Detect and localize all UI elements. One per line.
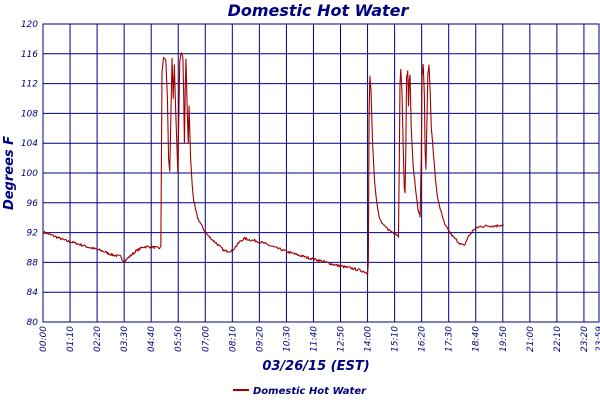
x-tick-label: 12:50	[337, 326, 347, 352]
legend-label: Domestic Hot Water	[253, 386, 367, 397]
y-tick-label: 88	[27, 258, 39, 268]
y-tick-label: 80	[27, 318, 39, 328]
x-tick-label: 03:30	[120, 326, 130, 352]
x-tick-label: 16:20	[418, 326, 428, 352]
x-tick-label: 02:20	[93, 326, 103, 352]
x-tick-label: 00:00	[39, 326, 49, 352]
x-tick-label: 15:10	[391, 326, 401, 352]
y-tick-label: 96	[27, 199, 39, 209]
x-tick-label: 01:10	[66, 326, 76, 352]
x-tick-label: 23:20	[580, 326, 590, 352]
x-axis-label: 03/26/15 (EST)	[262, 359, 369, 374]
y-tick-label: 112	[21, 80, 38, 90]
x-tick-label: 21:00	[526, 326, 536, 352]
x-tick-label: 08:10	[228, 326, 238, 352]
x-tick-label: 23:59	[595, 326, 600, 352]
y-tick-label: 104	[21, 139, 38, 149]
x-tick-label: 11:40	[309, 326, 319, 352]
legend: Domestic Hot Water	[233, 386, 367, 397]
y-tick-label: 100	[21, 169, 38, 179]
x-tick-label: 04:40	[147, 326, 157, 352]
x-tick-label: 05:50	[174, 326, 184, 352]
x-tick-label: 18:40	[472, 326, 482, 352]
x-tick-label: 10:30	[282, 326, 292, 352]
y-tick-label: 92	[27, 229, 39, 239]
chart-title: Domestic Hot Water	[228, 1, 410, 20]
y-tick-label: 116	[21, 50, 38, 60]
x-tick-labels: 00:00 01:10 02:20 03:30 04:40 05:50 07:00 08:10…	[39, 326, 600, 352]
series-line-0	[42, 52, 504, 276]
y-axis-label: Degrees F	[2, 136, 17, 210]
x-tick-label: 09:20	[255, 326, 265, 352]
y-tick-label: 120	[21, 20, 38, 30]
series-layer	[42, 52, 504, 276]
x-tick-label: 14:00	[364, 326, 374, 352]
y-tick-label: 108	[21, 109, 38, 119]
x-tick-label: 17:30	[445, 326, 455, 352]
y-tick-label: 84	[27, 288, 39, 298]
x-tick-label: 22:10	[553, 326, 563, 352]
horizontal-gridlines	[43, 23, 599, 323]
vertical-gridlines	[42, 24, 600, 322]
x-tick-label: 19:50	[499, 326, 509, 352]
x-tick-label: 07:00	[201, 326, 211, 352]
y-tick-labels: 80 84 88 92 96 100 104 108 112 116 120	[21, 20, 38, 328]
